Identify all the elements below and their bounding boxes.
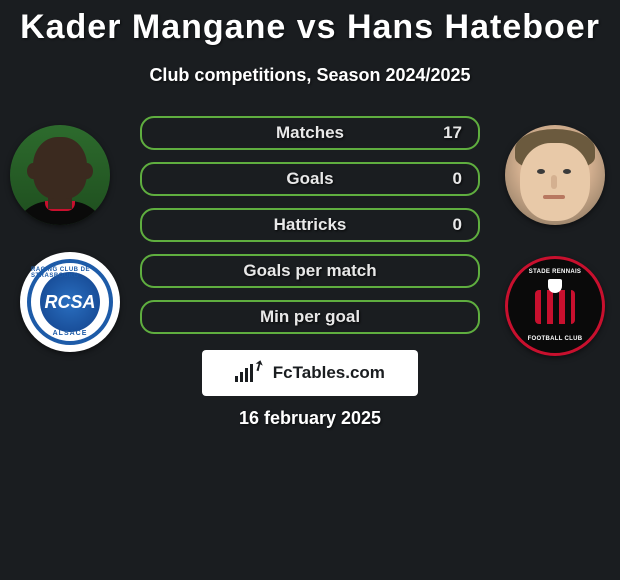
player-left-avatar <box>10 125 110 225</box>
stats-list: Matches 17 Goals 0 Hattricks 0 Goals per match… <box>140 116 480 346</box>
fctables-label: FcTables.com <box>273 363 385 383</box>
stat-label: Min per goal <box>260 307 360 327</box>
club-right-text-top: STADE RENNAIS <box>516 269 594 275</box>
stat-label: Hattricks <box>274 215 347 235</box>
club-left-monogram: RCSA <box>44 292 95 313</box>
stat-value-right: 17 <box>443 123 462 143</box>
stat-row: Min per goal <box>140 300 480 334</box>
stat-label: Goals per match <box>243 261 376 281</box>
club-right-text-bottom: FOOTBALL CLUB <box>516 336 594 342</box>
stat-label: Matches <box>276 123 344 143</box>
date-label: 16 february 2025 <box>239 408 381 429</box>
club-left-badge: RACING CLUB DE STRASBOURG RCSA ALSACE <box>20 252 120 352</box>
stat-label: Goals <box>286 169 333 189</box>
club-left-text-bottom: ALSACE <box>53 330 88 337</box>
page-title: Kader Mangane vs Hans Hateboer <box>0 0 620 47</box>
club-right-badge: STADE RENNAIS FOOTBALL CLUB <box>505 256 605 356</box>
stat-row: Goals 0 <box>140 162 480 196</box>
stat-row: Matches 17 <box>140 116 480 150</box>
stat-row: Goals per match <box>140 254 480 288</box>
bar-chart-icon: ➚ <box>235 364 267 382</box>
fctables-watermark: ➚ FcTables.com <box>202 350 418 396</box>
stat-row: Hattricks 0 <box>140 208 480 242</box>
player-right-avatar <box>505 125 605 225</box>
club-left-text-top: RACING CLUB DE STRASBOURG <box>31 267 109 279</box>
subtitle: Club competitions, Season 2024/2025 <box>0 65 620 86</box>
stat-value-right: 0 <box>453 215 462 235</box>
stat-value-right: 0 <box>453 169 462 189</box>
